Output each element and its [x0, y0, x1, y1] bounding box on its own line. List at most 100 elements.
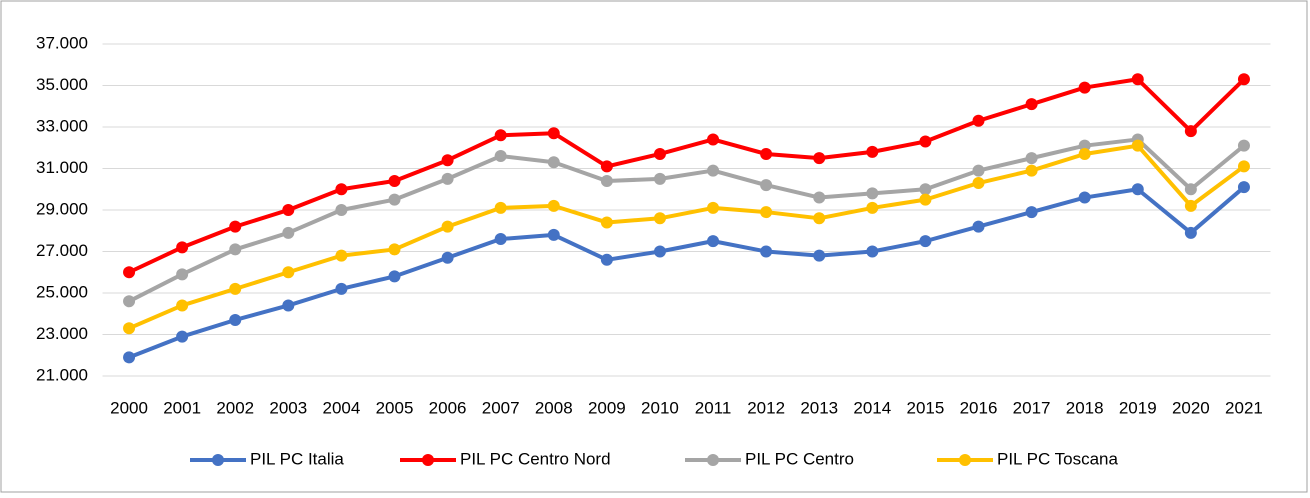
data-point	[866, 187, 879, 200]
data-point	[441, 251, 454, 264]
data-point	[1078, 191, 1091, 204]
data-point	[707, 164, 720, 177]
y-tick-label: 29.000	[36, 199, 88, 218]
data-point	[600, 174, 613, 187]
x-tick-label: 2008	[535, 398, 573, 417]
data-point	[1078, 139, 1091, 152]
data-point	[760, 206, 773, 219]
legend-label: PIL PC Centro	[745, 449, 854, 468]
data-point	[1184, 125, 1197, 138]
legend-label: PIL PC Italia	[250, 449, 344, 468]
x-tick-label: 2001	[163, 398, 201, 417]
legend-label: PIL PC Centro Nord	[460, 449, 611, 468]
x-tick-label: 2010	[641, 398, 679, 417]
x-tick-label: 2012	[747, 398, 785, 417]
data-point	[123, 266, 136, 279]
data-point	[653, 172, 666, 185]
data-point	[813, 249, 826, 262]
data-point	[1184, 226, 1197, 239]
data-point	[707, 133, 720, 146]
data-point	[176, 299, 189, 312]
x-tick-label: 2003	[269, 398, 307, 417]
data-point	[707, 235, 720, 248]
data-point	[866, 245, 879, 258]
x-tick-label: 2014	[853, 398, 891, 417]
data-point	[176, 330, 189, 343]
series-line	[128, 143, 1246, 331]
data-point	[335, 249, 348, 262]
data-point	[282, 226, 295, 239]
data-point	[1078, 147, 1091, 160]
x-tick-label: 2015	[906, 398, 944, 417]
data-point	[388, 243, 401, 256]
data-point	[494, 150, 507, 163]
data-point	[813, 152, 826, 165]
data-point	[441, 154, 454, 167]
x-tick-label: 2005	[376, 398, 414, 417]
y-tick-label: 21.000	[36, 365, 88, 384]
x-tick-label: 2013	[800, 398, 838, 417]
data-point	[972, 114, 985, 127]
x-tick-label: 2011	[695, 398, 732, 417]
data-point	[600, 216, 613, 229]
data-point	[1025, 206, 1038, 219]
x-tick-label: 2016	[960, 398, 998, 417]
x-tick-label: 2017	[1013, 398, 1051, 417]
x-tick-label: 2000	[110, 398, 148, 417]
data-point	[1131, 73, 1144, 86]
data-point	[972, 164, 985, 177]
data-point	[760, 147, 773, 160]
x-tick-label: 2004	[322, 398, 360, 417]
x-tick-label: 2018	[1066, 398, 1104, 417]
y-tick-label: 27.000	[36, 241, 88, 260]
data-point	[653, 245, 666, 258]
data-point	[388, 193, 401, 206]
data-point	[441, 172, 454, 185]
data-point	[1184, 183, 1197, 196]
data-point	[866, 145, 879, 158]
data-point	[547, 228, 560, 241]
data-point	[282, 299, 295, 312]
legend-marker	[959, 454, 971, 466]
data-point	[1237, 139, 1250, 152]
x-tick-label: 2019	[1119, 398, 1157, 417]
data-point	[972, 177, 985, 190]
legend-marker	[422, 454, 434, 466]
data-point	[1131, 183, 1144, 196]
series-line	[128, 137, 1246, 304]
data-point	[547, 199, 560, 212]
data-point	[1184, 199, 1197, 212]
data-point	[229, 220, 242, 233]
data-point	[1237, 160, 1250, 173]
data-point	[1025, 98, 1038, 111]
y-tick-label: 35.000	[36, 75, 88, 94]
x-tick-label: 2002	[216, 398, 254, 417]
y-tick-label: 23.000	[36, 324, 88, 343]
data-point	[919, 135, 932, 148]
x-tick-label: 2007	[482, 398, 520, 417]
data-point	[176, 241, 189, 254]
x-tick-label: 2006	[429, 398, 467, 417]
data-point	[123, 351, 136, 364]
y-tick-label: 25.000	[36, 282, 88, 301]
data-point	[494, 233, 507, 246]
data-point	[176, 268, 189, 281]
data-point	[813, 212, 826, 225]
data-point	[919, 183, 932, 196]
data-point	[229, 313, 242, 326]
data-point	[707, 201, 720, 214]
data-point	[600, 160, 613, 173]
data-point	[494, 201, 507, 214]
data-point	[972, 220, 985, 233]
y-tick-label: 37.000	[36, 33, 88, 52]
data-point	[1237, 181, 1250, 194]
x-tick-label: 2020	[1172, 398, 1210, 417]
data-point	[335, 183, 348, 196]
data-point	[1131, 139, 1144, 152]
data-point	[388, 270, 401, 283]
data-point	[123, 295, 136, 308]
y-tick-label: 33.000	[36, 116, 88, 135]
data-point	[123, 322, 136, 335]
